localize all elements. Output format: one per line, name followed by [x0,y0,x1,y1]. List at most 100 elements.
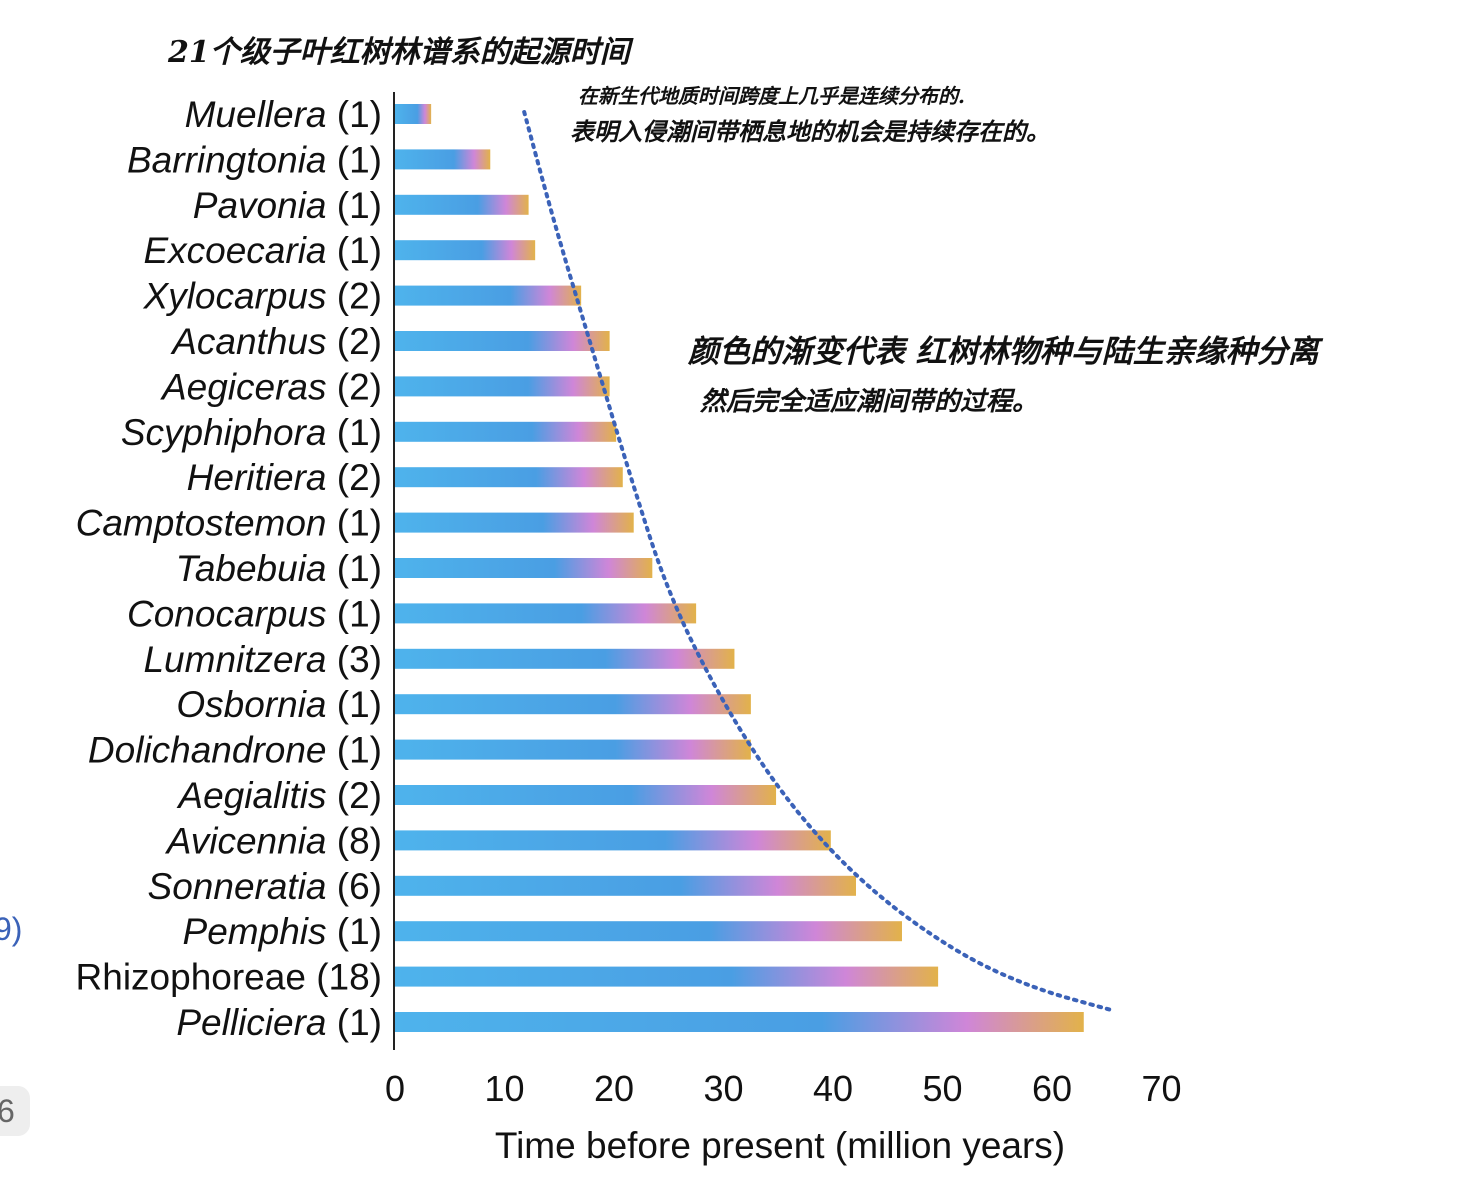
category-name: Rhizophoreae [76,957,306,998]
category-label-pavonia: Pavonia (1) [193,185,382,226]
x-tick-label-0: 0 [385,1068,405,1109]
category-label-xylocarpus: Xylocarpus (2) [142,276,382,317]
category-label-conocarpus: Conocarpus (1) [127,593,382,634]
category-label-scyphiphora: Scyphiphora (1) [121,412,382,453]
category-name: Sonneratia [148,866,327,907]
x-axis-ticks: 0 10 20 30 40 50 60 70 [385,1068,1182,1109]
category-count: (1) [327,684,383,725]
category-name: Conocarpus [127,593,327,634]
bar-conocarpus [395,603,697,624]
top-note-line1: 在新生代地质时间跨度上几乎是连续分布的. [578,84,965,108]
category-count: (1) [327,1002,383,1043]
category-count: (2) [327,276,383,317]
bar-camptostemon [395,512,634,533]
category-count: (2) [327,457,383,498]
category-name: Pemphis [183,911,327,952]
category-count: (6) [327,866,383,907]
category-label-acanthus: Acanthus (2) [170,321,382,362]
category-label-pemphis: Pemphis (1) [183,911,382,952]
trend-curve [522,110,1115,1013]
bar-pemphis [395,921,902,942]
x-axis-title: Time before present (million years) [495,1125,1065,1166]
bar-sonneratia [395,875,856,896]
bar-avicennia [395,830,831,851]
mid-note-line2: 然后完全适应潮间带的过程。 [699,387,1038,417]
category-label-barringtonia: Barringtonia (1) [127,139,382,180]
category-count: (1) [327,593,383,634]
category-count: (1) [327,503,383,544]
x-tick-label-40: 40 [813,1068,853,1109]
left-edge-badge-bg [0,1086,30,1136]
bars-layer [395,104,1084,1032]
title-note: 21个级子叶红树林谱系的起源时间 [167,35,634,70]
category-count: (3) [327,639,383,680]
category-label-aegiceras: Aegiceras (2) [160,366,382,407]
bar-lumnitzera [395,648,735,669]
category-label-pelliciera: Pelliciera (1) [176,1002,382,1043]
category-name: Excoecaria [143,230,326,271]
x-tick-label-10: 10 [484,1068,524,1109]
category-name: Scyphiphora [121,412,327,453]
category-count: (2) [327,775,383,816]
category-label-aegialitis: Aegialitis (2) [176,775,382,816]
category-name: Lumnitzera [143,639,326,680]
x-tick-label-20: 20 [594,1068,634,1109]
category-name: Camptostemon [76,503,327,544]
category-label-avicennia: Avicennia (8) [165,820,382,861]
category-labels: Muellera (1)Barringtonia (1)Pavonia (1)E… [76,94,382,1043]
bar-muellera [395,104,432,124]
bar-aegiceras [395,376,610,397]
category-name: Heritiera [187,457,327,498]
x-tick-label-60: 60 [1032,1068,1072,1109]
category-name: Tabebuia [176,548,327,589]
category-count: (8) [327,820,383,861]
left-edge-fragment: 9) [0,911,22,947]
category-name: Muellera [185,94,327,135]
category-label-tabebuia: Tabebuia (1) [176,548,382,589]
bar-dolichandrone [395,739,751,760]
mid-note-line1: 颜色的渐变代表 红树林物种与陆生亲缘种分离 [687,334,1324,370]
category-name: Dolichandrone [88,730,327,771]
x-tick-label-30: 30 [703,1068,743,1109]
category-count: (1) [327,911,383,952]
bar-heritiera [395,467,623,488]
category-count: (1) [327,185,383,226]
bar-scyphiphora [395,421,617,442]
category-name: Pelliciera [176,1002,326,1043]
category-name: Pavonia [193,185,327,226]
bar-pavonia [395,194,529,215]
bar-acanthus [395,331,610,351]
category-label-rhizophoreae: Rhizophoreae (18) [76,957,382,998]
category-count: (1) [327,94,383,135]
category-count: (1) [327,730,383,771]
left-edge-badge: 6 [0,1093,15,1129]
bar-osbornia [395,694,751,715]
bar-pelliciera [395,1012,1084,1032]
category-name: Aegiceras [160,366,327,407]
bar-barringtonia [395,149,491,170]
category-label-lumnitzera: Lumnitzera (3) [143,639,382,680]
category-label-camptostemon: Camptostemon (1) [76,503,382,544]
bar-tabebuia [395,558,653,578]
category-name: Acanthus [170,321,326,362]
category-count: (2) [327,321,383,362]
category-label-dolichandrone: Dolichandrone (1) [88,730,382,771]
category-label-osbornia: Osbornia (1) [176,684,382,725]
category-name: Aegialitis [176,775,326,816]
category-name: Osbornia [176,684,326,725]
bar-aegialitis [395,785,777,805]
bar-rhizophoreae [395,966,939,987]
category-count: (2) [327,366,383,407]
bar-xylocarpus [395,285,582,306]
category-name: Avicennia [165,820,327,861]
x-tick-label-70: 70 [1141,1068,1181,1109]
category-count: (1) [327,412,383,453]
category-label-sonneratia: Sonneratia (6) [148,866,382,907]
category-label-heritiera: Heritiera (2) [187,457,382,498]
category-count: (1) [327,230,383,271]
category-name: Xylocarpus [142,276,326,317]
category-label-excoecaria: Excoecaria (1) [143,230,382,271]
category-count: (1) [327,139,383,180]
top-note-line2: 表明入侵潮间带栖息地的机会是持续存在的。 [570,117,1050,146]
